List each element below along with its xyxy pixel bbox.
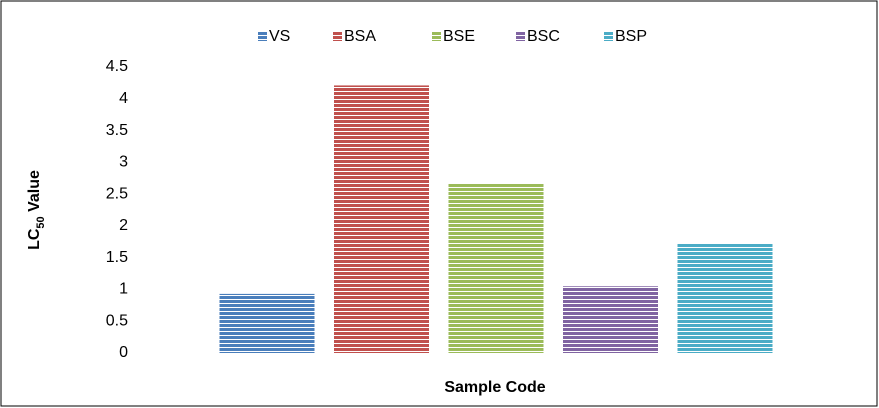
- y-label-main: LC: [26, 228, 43, 250]
- legend-swatch: [333, 32, 342, 41]
- y-tick-label: 0: [119, 344, 128, 361]
- bar: [677, 243, 773, 353]
- bar: [563, 286, 658, 353]
- legend-label: BSP: [615, 28, 647, 45]
- y-tick-label: 1: [119, 281, 128, 298]
- legend-swatch: [258, 32, 267, 41]
- y-tick-label: 3.5: [106, 122, 128, 139]
- legend-label: BSC: [527, 28, 560, 45]
- y-tick-label: 2: [119, 217, 128, 234]
- legend-label: BSA: [344, 28, 376, 45]
- legend-label: BSE: [443, 28, 475, 45]
- y-tick-label: 3: [119, 154, 128, 171]
- y-tick-label: 1.5: [106, 249, 128, 266]
- bar: [334, 85, 429, 353]
- legend-swatch: [516, 32, 525, 41]
- legend-label: VS: [269, 28, 290, 45]
- y-axis-label: LC50 Value: [26, 170, 47, 250]
- y-tick-label: 2.5: [106, 185, 128, 202]
- legend-swatch: [432, 32, 441, 41]
- y-label-rest: Value: [26, 170, 43, 216]
- legend-swatch: [604, 32, 613, 41]
- y-tick-label: 0.5: [106, 312, 128, 329]
- y-tick-label: 4.5: [106, 58, 128, 75]
- x-axis-label: Sample Code: [444, 379, 545, 396]
- y-label-sub: 50: [35, 216, 47, 228]
- y-tick-label: 4: [119, 90, 128, 107]
- bar: [219, 293, 315, 353]
- bar: [448, 183, 544, 353]
